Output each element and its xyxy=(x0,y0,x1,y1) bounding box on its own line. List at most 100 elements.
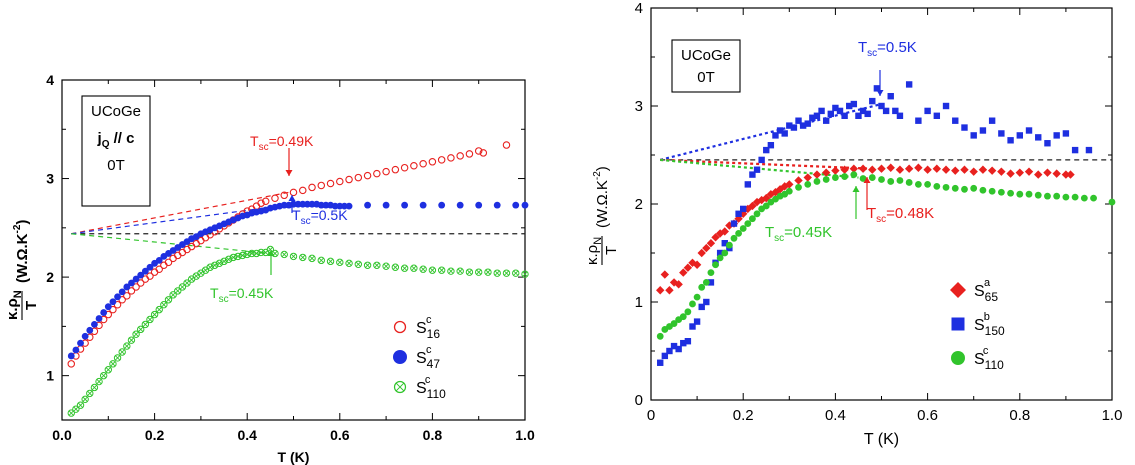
x-tick-label: 0.8 xyxy=(1009,407,1030,424)
extrapolation-line xyxy=(71,191,289,235)
legend-item: S65a xyxy=(950,277,998,304)
data-point xyxy=(174,251,182,260)
data-point xyxy=(697,248,706,258)
data-point xyxy=(308,183,316,192)
data-point xyxy=(118,348,126,356)
tsc-annotation: Tsc=0.5K xyxy=(858,39,917,96)
data-point xyxy=(942,102,950,110)
data-point xyxy=(95,315,103,322)
svg-text:T: T xyxy=(603,246,620,255)
data-point xyxy=(178,283,187,291)
tsc-annotation: Tsc=0.45K xyxy=(210,250,275,305)
tsc-label: Tsc=0.49K xyxy=(250,133,314,153)
data-point xyxy=(988,117,996,124)
data-point xyxy=(521,201,529,209)
data-point xyxy=(882,107,890,115)
x-axis-label: T (K) xyxy=(864,431,899,448)
data-point xyxy=(703,298,710,306)
x-tick-label: 0.6 xyxy=(917,407,938,424)
data-point xyxy=(317,181,326,190)
data-point xyxy=(914,163,923,172)
data-point xyxy=(1044,192,1051,200)
data-point xyxy=(785,187,793,195)
data-point xyxy=(141,320,150,329)
data-point xyxy=(763,146,770,154)
data-point xyxy=(812,170,822,179)
data-point xyxy=(109,360,117,368)
data-point xyxy=(502,141,511,149)
legend-marker xyxy=(951,351,965,365)
data-point xyxy=(670,342,678,350)
svg-text:T: T xyxy=(23,301,40,310)
data-point xyxy=(345,259,353,268)
data-point xyxy=(716,254,724,262)
data-point xyxy=(924,107,931,115)
data-point xyxy=(155,256,163,264)
data-point xyxy=(693,293,701,301)
data-point xyxy=(155,305,163,314)
data-point xyxy=(689,300,696,308)
data-point xyxy=(114,293,121,301)
x-tick-label: 0 xyxy=(647,407,655,424)
data-point xyxy=(391,165,400,174)
data-point xyxy=(730,234,738,242)
data-point xyxy=(707,279,715,286)
data-point xyxy=(391,263,400,271)
tsc-arrow-head xyxy=(852,186,860,192)
data-point xyxy=(675,345,682,353)
data-point xyxy=(979,127,987,134)
data-point xyxy=(1061,170,1071,179)
y-axis-label: κ.ρNT (W.Ω.K-2) xyxy=(584,166,620,265)
extrapolation-line xyxy=(71,233,271,255)
data-point xyxy=(410,264,418,272)
data-point xyxy=(419,265,427,273)
y-tick-label: 4 xyxy=(46,72,54,88)
tsc-label: Tsc=0.5K xyxy=(858,39,917,59)
legend-marker xyxy=(393,350,407,364)
data-point xyxy=(474,147,483,155)
data-point xyxy=(785,180,794,189)
tsc-annotation: Tsc=0.5K xyxy=(288,195,348,227)
data-point xyxy=(707,269,715,276)
data-point xyxy=(804,181,812,188)
data-point xyxy=(192,239,201,248)
y-tick-label: 3 xyxy=(635,98,643,115)
data-point xyxy=(77,339,84,347)
data-point xyxy=(849,164,859,173)
data-point xyxy=(832,174,839,181)
data-point xyxy=(1053,192,1061,200)
data-point xyxy=(886,163,895,172)
data-point xyxy=(169,254,177,263)
svg-text:(W.Ω.K-2): (W.Ω.K-2) xyxy=(12,220,31,283)
tsc-arrow-head xyxy=(863,177,871,183)
data-point xyxy=(512,269,520,277)
data-point xyxy=(758,156,765,164)
data-point xyxy=(744,220,752,228)
series-S110c xyxy=(656,171,1116,340)
data-point xyxy=(997,188,1005,196)
data-point xyxy=(988,187,996,195)
data-point xyxy=(841,112,848,119)
data-point xyxy=(382,167,390,176)
legend-label: S150b xyxy=(974,311,1005,338)
data-point xyxy=(238,251,247,260)
data-point xyxy=(781,130,788,137)
info-box-frame xyxy=(671,39,741,93)
tsc-label: Tsc=0.48K xyxy=(867,205,934,225)
data-point xyxy=(437,266,446,274)
data-point xyxy=(711,233,720,242)
data-point xyxy=(521,270,529,278)
data-point xyxy=(1034,191,1042,199)
data-point xyxy=(887,93,894,100)
data-point xyxy=(670,320,678,327)
data-point xyxy=(428,266,437,274)
data-point xyxy=(684,308,692,316)
data-point xyxy=(735,230,742,237)
data-point xyxy=(104,366,113,374)
data-point xyxy=(970,132,977,139)
tsc-arrow-head xyxy=(285,170,293,176)
data-point xyxy=(771,188,780,197)
data-point xyxy=(933,112,941,119)
data-point xyxy=(150,268,159,276)
data-point xyxy=(363,261,372,269)
